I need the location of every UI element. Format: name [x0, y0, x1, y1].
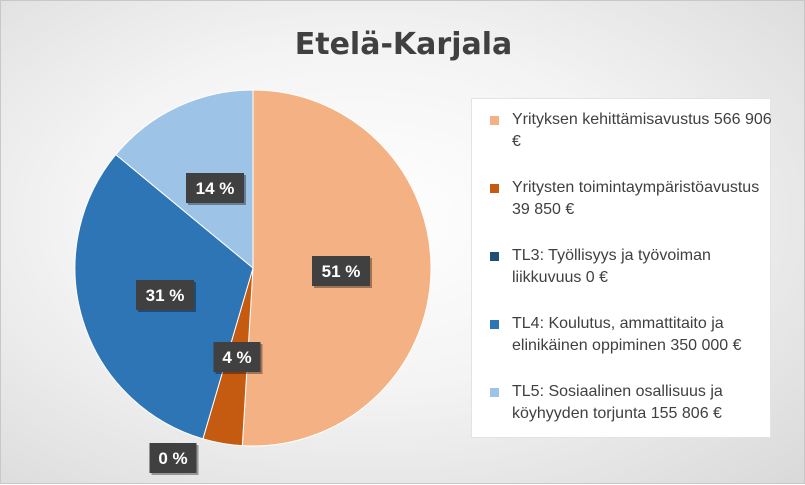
svg-text:0 %: 0 %: [158, 449, 187, 468]
pie-slice-5: [115, 89, 254, 270]
legend-label: TL4: Koulutus, ammattitaito ja elinikäin…: [512, 315, 742, 354]
data-label-4: 31 %: [136, 280, 196, 312]
svg-text:51 %: 51 %: [322, 262, 361, 281]
legend-swatch: [490, 320, 499, 329]
legend-item-1: Yrityksen kehittämisavustus 566 906 €: [490, 109, 772, 177]
svg-text:31 %: 31 %: [146, 286, 185, 305]
legend-item-3: TL3: Työllisyys ja työvoiman liikkuvuus …: [490, 245, 770, 313]
data-label-3: 0 %: [149, 443, 199, 475]
legend-swatch: [490, 388, 499, 397]
legend-swatch: [490, 116, 499, 125]
legend-label: Yritysten toimintaympäristöavustus 39 85…: [512, 179, 760, 218]
legend-item-5: TL5: Sosiaalinen osallisuus ja köyhyyden…: [490, 381, 770, 449]
data-label-2: 4 %: [213, 342, 263, 374]
data-label-5: 14 %: [186, 173, 246, 205]
svg-text:4 %: 4 %: [222, 348, 251, 367]
legend-label: TL3: Työllisyys ja työvoiman liikkuvuus …: [512, 247, 711, 286]
legend-item-2: Yritysten toimintaympäristöavustus 39 85…: [490, 177, 770, 245]
legend-label: TL5: Sosiaalinen osallisuus ja köyhyyden…: [512, 383, 723, 422]
legend-label: Yrityksen kehittämisavustus 566 906 €: [512, 111, 772, 150]
legend-swatch: [490, 252, 499, 261]
chart-legend: Yrityksen kehittämisavustus 566 906 € Yri…: [471, 98, 772, 438]
legend-swatch: [490, 184, 499, 193]
chart-title: Etelä-Karjala: [294, 27, 513, 62]
svg-text:14 %: 14 %: [196, 179, 235, 198]
data-label-1: 51 %: [312, 256, 372, 288]
legend-item-4: TL4: Koulutus, ammattitaito ja elinikäin…: [490, 313, 770, 381]
